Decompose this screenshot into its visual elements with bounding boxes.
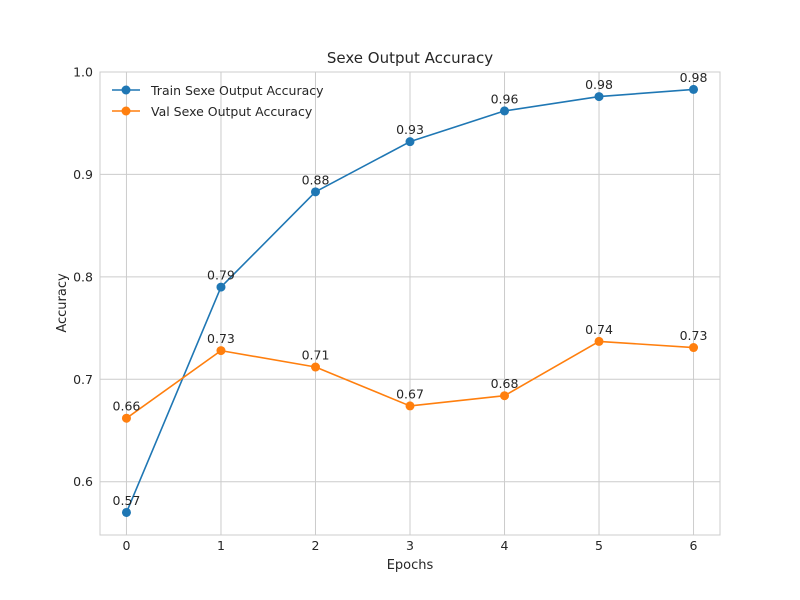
- val-point: [500, 391, 510, 401]
- legend-train-label: Train Sexe Output Accuracy: [150, 83, 324, 98]
- val-point: [121, 413, 131, 423]
- x-tick-label: 1: [217, 538, 225, 553]
- val-point: [689, 343, 699, 353]
- val-point: [310, 362, 320, 372]
- train-data-label: 0.98: [585, 77, 613, 92]
- x-axis-ticks: 0 1 2 3 4 5 6: [122, 538, 697, 553]
- data-labels: 0.57 0.79 0.88 0.93 0.96 0.98 0.98 0.66 0.73 0.71…: [113, 70, 708, 508]
- x-tick-label: 6: [690, 538, 698, 553]
- legend-val-label: Val Sexe Output Accuracy: [151, 104, 313, 119]
- train-point: [121, 507, 131, 517]
- train-data-label: 0.96: [491, 91, 519, 106]
- val-point: [405, 401, 415, 411]
- train-point: [310, 187, 320, 197]
- grid-lines: [100, 71, 720, 535]
- y-tick-label: 0.9: [73, 167, 93, 182]
- y-tick-label: 1.0: [73, 65, 93, 80]
- val-data-label: 0.71: [302, 348, 330, 363]
- x-tick-label: 3: [406, 538, 414, 553]
- legend: Train Sexe Output Accuracy Val Sexe Outp…: [112, 83, 324, 119]
- x-tick-label: 2: [312, 538, 320, 553]
- x-tick-label: 4: [501, 538, 509, 553]
- val-data-label: 0.67: [396, 386, 424, 401]
- val-data-label: 0.73: [207, 331, 235, 346]
- val-point: [594, 336, 604, 346]
- train-point: [405, 137, 415, 147]
- train-data-label: 0.88: [302, 172, 330, 187]
- x-axis-label: Epochs: [387, 558, 434, 573]
- val-data-label: 0.68: [491, 376, 519, 391]
- train-point: [594, 92, 604, 102]
- train-point: [500, 106, 510, 116]
- y-tick-label: 0.8: [73, 269, 93, 284]
- train-data-label: 0.57: [113, 493, 141, 508]
- train-point: [216, 282, 226, 292]
- y-axis-label: Accuracy: [55, 273, 70, 333]
- series-layer: [121, 84, 699, 517]
- chart-title: Sexe Output Accuracy: [327, 49, 493, 67]
- plot-frame: [99, 71, 721, 536]
- train-data-label: 0.93: [396, 122, 424, 137]
- legend-val-marker: [121, 106, 131, 116]
- val-data-label: 0.73: [680, 328, 708, 343]
- train-data-label: 0.98: [680, 70, 708, 85]
- legend-train-marker: [121, 85, 131, 95]
- y-tick-label: 0.7: [73, 372, 93, 387]
- val-data-label: 0.66: [113, 399, 141, 414]
- x-tick-label: 0: [122, 538, 130, 553]
- val-point: [216, 346, 226, 356]
- val-data-label: 0.74: [585, 322, 613, 337]
- x-tick-label: 5: [595, 538, 603, 553]
- train-point: [689, 84, 699, 94]
- y-tick-label: 0.6: [73, 474, 93, 489]
- train-data-label: 0.79: [207, 268, 235, 283]
- y-axis-ticks: 0.6 0.7 0.8 0.9 1.0: [73, 65, 93, 490]
